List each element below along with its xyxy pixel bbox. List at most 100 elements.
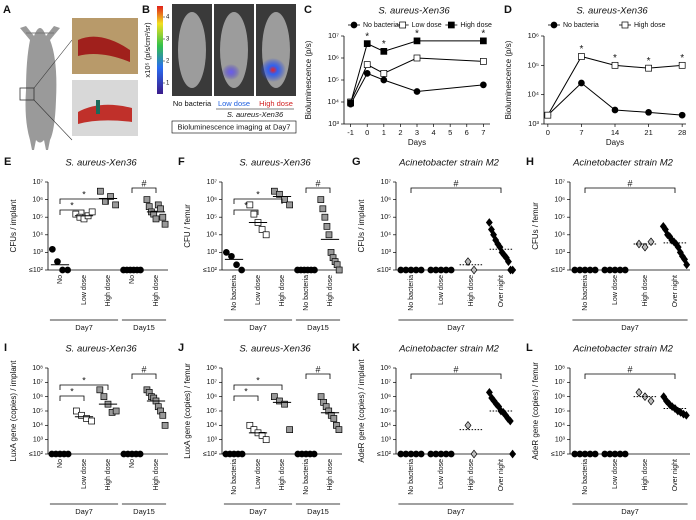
y-tick-label: 10⁴ [32,232,43,239]
y-tick-label: 10⁵ [528,60,539,69]
significance-mark: # [141,364,146,374]
point [413,54,421,62]
y-tick-label: 10⁶ [328,53,339,62]
x-tick-label: 3 [415,128,419,137]
chart-panel: G Acinetobacter strain M2 ≤10² 10³ 10⁴ 10⁵ 10⁶… [352,156,517,332]
significance-bracket [584,373,676,379]
significance-mark: # [453,178,458,188]
mouse-silhouette [20,26,60,150]
significance-mark: * [256,375,260,385]
point [317,196,325,203]
callout-line [33,99,73,141]
x-tick-label: 21 [644,128,652,137]
y-tick-label: 10⁸ [206,365,217,372]
point [159,213,167,221]
point [88,417,96,425]
x-tick-label: High dose [468,275,475,307]
significance-bracket [305,187,331,193]
x-tick-label: 1 [382,128,386,137]
significance-mark: * [70,386,74,396]
caption: Bioluminescence imaging at Day7 [178,122,291,131]
y-tick-label: 10⁵ [328,75,339,84]
chart-panel: D S. aureus-Xen36 10³ 10⁴ 10⁵ 10⁶ 0 7 14 21 28 Days… [504,4,686,147]
colorbar-tick-label: 3 [166,37,170,43]
significance-bracket [59,198,109,204]
x-axis-label: Days [408,138,426,147]
x-tick-label: Low dose [612,275,619,305]
y-tick-label: ≤10² [203,451,218,458]
significance-mark: * [579,44,583,55]
x-axis-label: Days [606,138,624,147]
significance-bracket [59,384,109,390]
y-tick-label: 10⁵ [206,214,217,221]
y-axis-label: AdeR gene (copies) / femur [531,362,540,460]
legend-label: High dose [460,22,492,29]
y-tick-label: ≤10² [29,267,44,274]
y-tick-label: 10⁶ [554,394,565,401]
group-label: Day15 [307,323,329,332]
point [504,257,512,266]
point [380,76,388,84]
y-tick-label: 10⁴ [327,97,339,106]
significance-mark: * [481,29,485,40]
point [611,106,619,114]
legend-label: High dose [634,22,666,29]
x-tick-label: 28 [678,128,686,137]
significance-mark: * [613,53,617,64]
x-tick-label: 2 [398,128,402,137]
significance-mark: * [365,31,369,42]
y-tick-label: 10⁷ [328,31,339,40]
y-tick-label: 10⁴ [554,422,565,429]
x-tick-label: Low dose [612,459,619,489]
point [64,266,72,274]
x-tick-label: Low dose [255,275,262,305]
point [161,220,169,228]
chart-panel: C S. aureus-Xen36 10³ 10⁴ 10⁵ 10⁶ 10⁷ -1 0 1 2 3 4 5 6… [304,4,492,147]
point [635,387,643,397]
significance-mark: * [415,29,419,40]
y-tick-label: 10⁴ [527,90,539,99]
significance-mark: * [70,200,74,210]
panel-label: L [526,342,533,354]
y-axis-label: CFUs / implant [357,199,366,253]
point [88,208,96,216]
y-axis-label: CFUs / femur [531,202,540,250]
point [319,205,327,213]
group-label: Day7 [249,323,267,332]
point [48,245,56,253]
significance-mark: * [382,39,386,50]
chart-title: S. aureus-Xen36 [576,6,648,17]
y-tick-label: 10⁵ [32,408,43,415]
significance-bracket [131,187,157,193]
panel-label: A [3,4,11,16]
y-axis-label: AdeR gene (copies) / implant [357,359,366,463]
y-tick-label: 10⁵ [554,214,565,221]
point [330,415,338,422]
point [683,260,691,270]
y-tick-label: 10⁶ [206,196,217,203]
group-label: Day7 [621,323,639,332]
significance-mark: * [82,375,86,385]
panel-label: C [304,4,312,16]
implant-site [19,87,35,101]
chart-panel: L Acinetobacter strain M2 ≤10² 10³ 10⁴ 10⁵ 10⁶… [526,342,690,516]
point [485,218,493,227]
point [335,426,343,433]
legend-marker [621,21,629,29]
group-label: Day15 [133,323,155,332]
point [276,190,283,198]
x-tick-label: 4 [432,128,436,137]
chart-title: Acinetobacter strain M2 [572,158,674,169]
y-tick-label: 10⁷ [207,379,218,386]
x-tick-label: Low dose [438,275,445,305]
point [363,40,371,47]
y-tick-label: 10⁸ [554,365,565,372]
point [380,70,388,77]
significance-bracket [584,187,676,193]
y-tick-label: ≤10² [551,451,566,458]
y-tick-label: 10⁶ [380,394,391,401]
implant [96,100,100,114]
y-tick-label: 10⁷ [207,179,218,186]
point [470,265,478,275]
significance-bracket [233,209,259,215]
